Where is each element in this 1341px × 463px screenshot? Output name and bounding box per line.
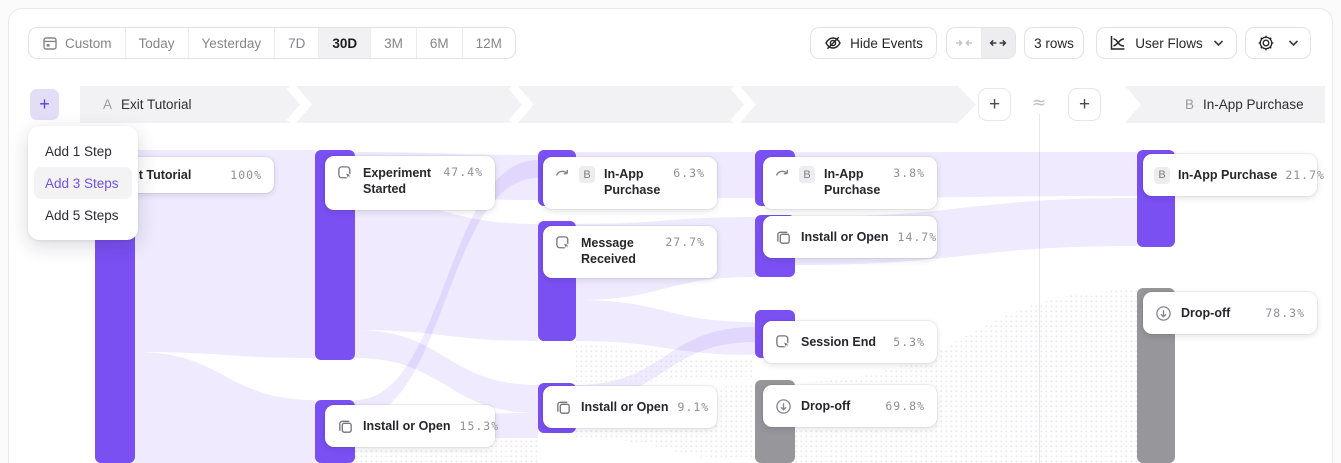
node-label: Install or Open (581, 399, 669, 414)
add-column-a-button[interactable]: + (978, 88, 1011, 121)
node-label: Install or Open (801, 229, 889, 244)
step-a-badge: A (103, 97, 113, 112)
chevron-down-icon (1213, 39, 1224, 47)
range-3m[interactable]: 3M (371, 28, 417, 58)
flow-node-experiment-started[interactable]: Experiment Started 47.4% (325, 156, 495, 210)
action-event-icon (555, 235, 572, 252)
user-flows-chart-icon (1109, 34, 1127, 52)
range-today[interactable]: Today (126, 28, 189, 58)
drop-off-icon (1155, 305, 1172, 322)
arrows-inward-icon (955, 35, 973, 51)
step-b-title[interactable]: B In-App Purchase (1185, 86, 1304, 123)
indirect-path-icon (555, 166, 570, 179)
app-windows-icon (337, 418, 354, 435)
flow-node-in-app-purchase[interactable]: B In-App Purchase 3.8% (763, 157, 937, 209)
action-event-icon (775, 334, 792, 351)
flow-node-message-received[interactable]: Message Received 27.7% (543, 226, 717, 278)
rows-button[interactable]: 3 rows (1024, 27, 1084, 59)
flow-node-install-or-open[interactable]: Install or Open 9.1% (543, 386, 717, 428)
node-label: In-App Purchase (1178, 167, 1278, 182)
node-label: In-App Purchase (604, 167, 661, 198)
node-label: In-App Purchase (824, 167, 881, 198)
chart-type-dropdown[interactable]: User Flows (1096, 27, 1237, 59)
range-custom[interactable]: Custom (29, 28, 126, 58)
node-label: Message Received (581, 236, 636, 267)
range-12m[interactable]: 12M (475, 35, 502, 51)
node-percent: 100% (230, 168, 262, 182)
step-a-title[interactable]: A Exit Tutorial (103, 86, 192, 123)
range-yesterday[interactable]: Yesterday (189, 28, 276, 58)
add-column-b-button[interactable]: + (1068, 88, 1101, 121)
section-divider (1039, 96, 1040, 463)
flow-node-install-or-open[interactable]: Install or Open 14.7% (763, 216, 937, 258)
flow-node-drop-off[interactable]: Drop-off 69.8% (763, 385, 937, 427)
range-label: Custom (65, 35, 112, 51)
step-b-badge: B (1185, 97, 1195, 112)
chart-type-label: User Flows (1135, 35, 1203, 51)
menu-item-add-3-steps[interactable]: Add 3 Steps (34, 167, 132, 199)
step-a-event-name: Exit Tutorial (121, 97, 192, 112)
settings-dropdown[interactable] (1245, 27, 1311, 59)
date-range-control: Custom Today Yesterday 7D 30D 3M 6M 12M (28, 27, 516, 59)
app-windows-icon (555, 399, 572, 416)
menu-item-add-5-steps[interactable]: Add 5 Steps (45, 207, 119, 223)
add-steps-menu: Add 1 Step Add 3 Steps Add 5 Steps (28, 126, 138, 240)
app-windows-icon (775, 229, 792, 246)
action-event-icon (337, 165, 354, 182)
node-percent: 6.3% (673, 166, 705, 180)
node-percent: 5.3% (893, 335, 925, 349)
collapse-columns-button[interactable] (947, 28, 981, 58)
flow-node-in-app-purchase[interactable]: B In-App Purchase 6.3% (543, 157, 717, 209)
node-percent: 27.7% (665, 235, 705, 249)
node-label: Drop-off (801, 398, 851, 413)
flow-node-b-drop-off[interactable]: Drop-off 78.3% (1143, 292, 1317, 334)
hide-events-button[interactable]: Hide Events (810, 27, 937, 59)
gear-icon (1257, 34, 1275, 52)
step-b-badge: B (1154, 166, 1170, 184)
range-7d[interactable]: 7D (275, 28, 320, 58)
node-percent: 15.3% (459, 419, 500, 433)
calendar-icon (42, 35, 58, 51)
chevron-down-icon (1288, 39, 1299, 47)
step-b-header-band (1125, 86, 1325, 123)
hide-events-label: Hide Events (850, 35, 923, 51)
add-step-button[interactable]: + (30, 89, 59, 120)
step-b-event-name: In-App Purchase (1203, 97, 1304, 112)
flow-node-install-or-open[interactable]: Install or Open 15.3% (325, 405, 498, 447)
node-percent: 14.7% (897, 230, 938, 244)
node-label: Session End (801, 334, 877, 349)
menu-item-add-1-step[interactable]: Add 1 Step (45, 143, 112, 159)
node-label: Experiment Started (363, 166, 432, 197)
expand-columns-button[interactable] (981, 28, 1015, 58)
arrows-outward-icon (989, 35, 1007, 51)
node-percent: 3.8% (893, 166, 925, 180)
node-percent: 78.3% (1265, 306, 1305, 320)
eye-off-icon (824, 34, 842, 52)
step-b-badge: B (799, 166, 815, 183)
node-percent: 47.4% (443, 165, 483, 179)
approx-separator: ≈ (1028, 92, 1050, 114)
collapse-expand-control (946, 27, 1016, 59)
step-b-badge: B (579, 166, 595, 183)
rows-label: 3 rows (1034, 35, 1074, 51)
node-label: Install or Open (363, 418, 451, 433)
drop-off-icon (775, 398, 792, 415)
indirect-path-icon (775, 166, 790, 179)
range-6m[interactable]: 6M (417, 28, 463, 58)
range-30d-selected[interactable]: 30D (319, 28, 372, 58)
step-a-header-band (80, 86, 976, 123)
flow-node-b-in-app-purchase[interactable]: B In-App Purchase 21.7% (1143, 154, 1324, 196)
node-percent: 9.1% (677, 400, 710, 414)
node-percent: 69.8% (885, 399, 925, 413)
node-label: Drop-off (1181, 305, 1231, 320)
flow-node-session-end[interactable]: Session End 5.3% (763, 321, 937, 363)
node-percent: 21.7% (1285, 168, 1325, 182)
